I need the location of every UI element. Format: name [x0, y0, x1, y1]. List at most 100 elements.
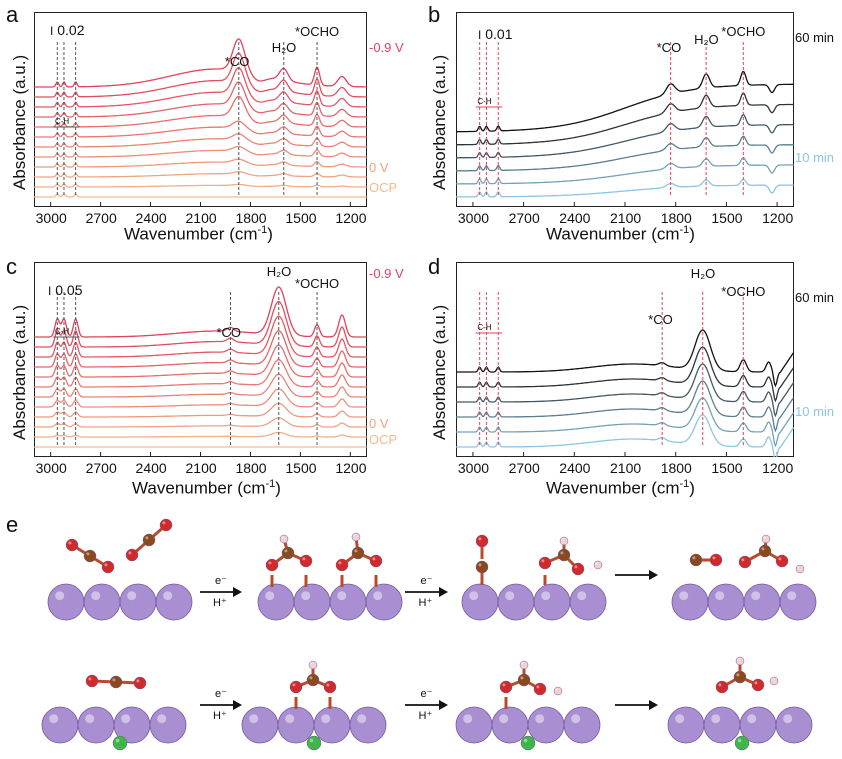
surface-atom	[533, 583, 571, 621]
surface-atom	[703, 706, 741, 744]
hydrogen-atom-highlight	[771, 678, 774, 681]
annotation-ocho: *OCHO	[295, 24, 339, 39]
xlabel-b: Wavenumber (cm-1)	[546, 224, 695, 244]
spectrum-line	[456, 397, 794, 448]
ylabel-b: Absorbance (a.u.)	[430, 54, 449, 190]
surface-atom-highlight	[675, 714, 685, 724]
spectrum-line	[456, 178, 794, 198]
hydrogen-atom	[519, 660, 529, 670]
carbon-atom-highlight	[284, 549, 288, 553]
surface-atom-highlight	[49, 714, 59, 724]
label-proton: H⁺	[419, 597, 433, 609]
surface-atom	[241, 706, 279, 744]
hydrogen-atom-highlight	[595, 562, 598, 565]
surface-atom	[77, 706, 115, 744]
x-tick-label: 2400	[559, 210, 591, 226]
side-label-mid-c: 0 V	[369, 416, 389, 431]
side-label-bottom-b: 10 min	[795, 150, 835, 165]
surface-atom	[149, 706, 187, 744]
oxygen-atom-highlight	[712, 556, 716, 560]
hydrogen-atom	[553, 686, 563, 696]
chart-c-svg: *CO H₂O*OCHO C-H	[34, 264, 367, 457]
x-tick-label: 2700	[85, 460, 117, 476]
side-label-bottom-c: OCP	[369, 432, 398, 447]
oxygen-atom	[159, 518, 173, 532]
arrow-head	[233, 700, 242, 710]
oxygen-atom-highlight	[292, 683, 296, 687]
dopant-atom-highlight	[309, 738, 314, 743]
surface-atom	[455, 706, 493, 744]
hydrogen-atom	[351, 532, 361, 542]
label-electron: e⁻	[421, 575, 433, 587]
surface-atom	[563, 706, 601, 744]
hydrogen-atom-highlight	[310, 662, 313, 665]
oxygen-atom-highlight	[136, 679, 140, 683]
oxygen-atom	[299, 554, 313, 568]
panel-label-a: a	[6, 2, 19, 27]
side-label-mid-a: 0 V	[369, 160, 389, 175]
hydrogen-atom-highlight	[281, 536, 284, 539]
carbon-atom	[733, 670, 747, 684]
spectrum-line	[456, 363, 794, 418]
hydrogen-atom-highlight	[763, 536, 766, 539]
surface-atom-highlight	[265, 591, 275, 601]
hydrogen-atom	[559, 536, 569, 546]
hydrogen-atom	[279, 534, 289, 544]
hydrogen-atom	[593, 560, 603, 570]
x-tick-label: 3000	[35, 460, 67, 476]
x-tick-label: 3000	[457, 460, 490, 476]
carbon-atom	[83, 549, 97, 563]
carbon-atom-highlight	[761, 547, 765, 551]
spectrum-line	[34, 133, 367, 148]
surface-atom-highlight	[787, 591, 797, 601]
x-tick-label: 2400	[135, 460, 167, 476]
surface-atom-highlight	[571, 714, 581, 724]
x-tick-label: 1500	[285, 460, 317, 476]
arrow-head	[439, 587, 448, 597]
surface-atom	[277, 706, 315, 744]
oxygen-atom	[571, 562, 585, 576]
chart-b-svg: *CO H₂O*OCHO C-H	[456, 24, 794, 207]
arrow-head	[649, 570, 658, 580]
oxygen-atom	[709, 553, 723, 567]
surface-atom-highlight	[783, 714, 793, 724]
spectrum-line	[456, 92, 794, 146]
surface-atom-highlight	[121, 714, 131, 724]
panel-label-b: b	[428, 2, 441, 27]
oxygen-atom-highlight	[338, 561, 342, 565]
carbon-atom	[758, 544, 772, 558]
surface-atom	[313, 706, 351, 744]
carbon-atom-highlight	[560, 551, 564, 555]
spectrum-line	[34, 66, 367, 108]
surface-atom-highlight	[711, 714, 721, 724]
x-tick-label: 1200	[335, 460, 367, 476]
carbon-atom	[517, 673, 531, 687]
surface-atom-highlight	[577, 591, 587, 601]
label-electron: e⁻	[215, 575, 227, 587]
oxygen-atom	[751, 678, 765, 692]
scale-bar-label-c: I 0.05	[48, 282, 83, 298]
surface-atom-highlight	[357, 714, 367, 724]
spectrum-line	[34, 158, 367, 168]
chart-d-svg: *CO H₂O *OCHO C-H	[456, 266, 794, 457]
spectrum-line	[456, 346, 794, 403]
label-proton: H⁺	[213, 710, 227, 722]
surface-atom-highlight	[505, 591, 515, 601]
oxygen-atom-highlight	[718, 683, 722, 687]
ylabel-c: Absorbance (a.u.)	[10, 304, 29, 440]
label-proton: H⁺	[213, 597, 227, 609]
oxygen-atom-highlight	[128, 551, 132, 555]
carbon-atom-highlight	[112, 678, 116, 682]
side-label-top-a: -0.9 V	[369, 40, 404, 55]
hydrogen-atom-highlight	[555, 688, 558, 691]
spectrum-line	[456, 414, 794, 457]
annotation-co: *CO	[657, 40, 682, 55]
spectrum-line	[34, 38, 367, 88]
oxygen-atom	[85, 674, 99, 688]
oxygen-atom	[101, 560, 115, 574]
x-tick-label: 1800	[660, 210, 692, 226]
surface-atom-highlight	[321, 714, 331, 724]
carbon-atom-highlight	[309, 676, 313, 680]
x-tick-label: 3000	[457, 210, 490, 226]
surface-atom	[155, 583, 193, 621]
